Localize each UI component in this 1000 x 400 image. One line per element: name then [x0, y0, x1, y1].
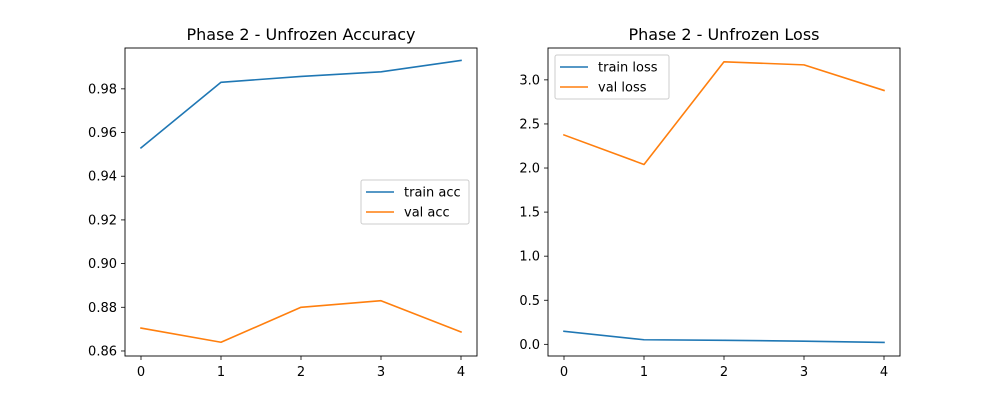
legend-label: val acc: [404, 206, 450, 221]
x-tick-label: 1: [217, 365, 225, 380]
plot-frame: [547, 47, 901, 357]
plot-frame: [124, 47, 478, 357]
x-tick-label: 1: [640, 365, 648, 380]
y-tick-label: 1.5: [519, 206, 540, 221]
legend-label: train acc: [404, 186, 461, 201]
y-tick-label: 0.96: [88, 126, 117, 141]
chart-panel-1: Phase 2 - Unfrozen Accuracy 0 1 2 3 4 0.86 0.88…: [88, 25, 478, 380]
x-tick-label: 0: [560, 365, 568, 380]
chart-panel-2: Phase 2 - Unfrozen Loss 0 1 2 3 4 0.0 0.5 1.0 1.5…: [519, 25, 901, 380]
chart-title: Phase 2 - Unfrozen Accuracy: [187, 25, 416, 44]
y-tick-label: 0.5: [519, 294, 540, 309]
series-line-val-loss: [562, 60, 886, 166]
legend-box: [360, 179, 470, 225]
y-tick-label: 2.0: [519, 162, 540, 177]
x-tick-label: 2: [297, 365, 305, 380]
y-tick-label: 2.5: [519, 117, 540, 132]
series-line-train-loss: [563, 330, 885, 344]
y-tick-label: 0.92: [88, 213, 117, 228]
chart-title: Phase 2 - Unfrozen Loss: [628, 25, 819, 44]
y-tick-label: 0.0: [519, 338, 540, 353]
y-tick-label: 1.0: [519, 250, 540, 265]
legend: train acc val acc: [360, 179, 470, 225]
y-tick-label: 3.0: [519, 73, 540, 88]
legend-label: val loss: [598, 81, 647, 96]
x-tick-label: 3: [377, 365, 385, 380]
x-tick-label: 4: [457, 365, 465, 380]
series-line-train-acc: [139, 59, 462, 149]
x-tick-label: 2: [720, 365, 728, 380]
y-tick-label: 0.90: [88, 257, 117, 272]
y-tick-label: 0.86: [88, 344, 117, 359]
legend-box: [554, 54, 670, 100]
x-tick-label: 4: [880, 365, 888, 380]
y-tick-label: 0.94: [88, 170, 117, 185]
x-tick-label: 3: [800, 365, 808, 380]
legend: train loss val loss: [554, 54, 670, 100]
legend-label: train loss: [598, 61, 658, 76]
x-tick-label: 0: [137, 365, 145, 380]
y-tick-label: 0.98: [88, 82, 117, 97]
y-tick-label: 0.88: [88, 301, 117, 316]
series-line-val-acc: [140, 299, 463, 344]
